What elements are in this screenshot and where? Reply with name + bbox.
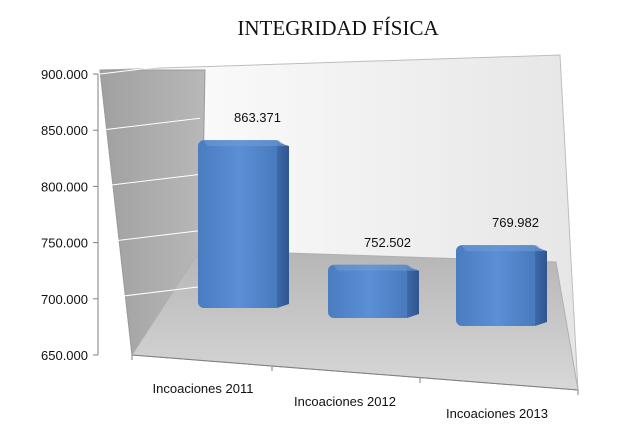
x-axis: Incoaciones 2011 Incoaciones 2012 Incoacio… (131, 354, 579, 421)
y-axis: 650.000 700.000 750.000 800.000 850.000 900.0… (41, 67, 99, 363)
x-tick-label: Incoaciones 2013 (446, 406, 548, 421)
gridlines (99, 61, 201, 300)
y-tick-label: 750.000 (41, 236, 88, 251)
bar-front (198, 140, 281, 308)
bar-top (203, 140, 287, 147)
bar (198, 140, 289, 308)
x-tick-label: Incoaciones 2011 (153, 381, 254, 396)
gridline (99, 117, 201, 131)
data-labels: 863.371 752.502 769.982 (234, 110, 539, 250)
bar-side (535, 247, 547, 326)
bar-top (333, 264, 417, 271)
bar-side (277, 142, 289, 308)
gridline (99, 230, 201, 244)
data-label: 769.982 (492, 215, 539, 230)
x-axis-line (131, 354, 579, 391)
bar-front (456, 245, 539, 326)
bar (328, 264, 419, 318)
y-tick-label: 650.000 (41, 348, 88, 363)
bar (456, 245, 547, 326)
gridline (99, 61, 201, 75)
x-tick-label: Incoaciones 2012 (294, 394, 396, 409)
bar-front (328, 264, 411, 318)
y-tick-label: 900.000 (41, 67, 88, 82)
bars (198, 140, 547, 326)
bar-top (461, 245, 545, 252)
gridline (99, 173, 201, 187)
y-tick-label: 800.000 (41, 179, 88, 194)
data-label: 752.502 (364, 235, 411, 250)
gridline (99, 286, 201, 300)
data-label: 863.371 (234, 110, 281, 125)
bar-side (407, 266, 419, 318)
y-tick-label: 700.000 (41, 292, 88, 307)
y-tick-label: 850.000 (41, 123, 88, 138)
chart-title: INTEGRIDAD FÍSICA (237, 16, 439, 40)
